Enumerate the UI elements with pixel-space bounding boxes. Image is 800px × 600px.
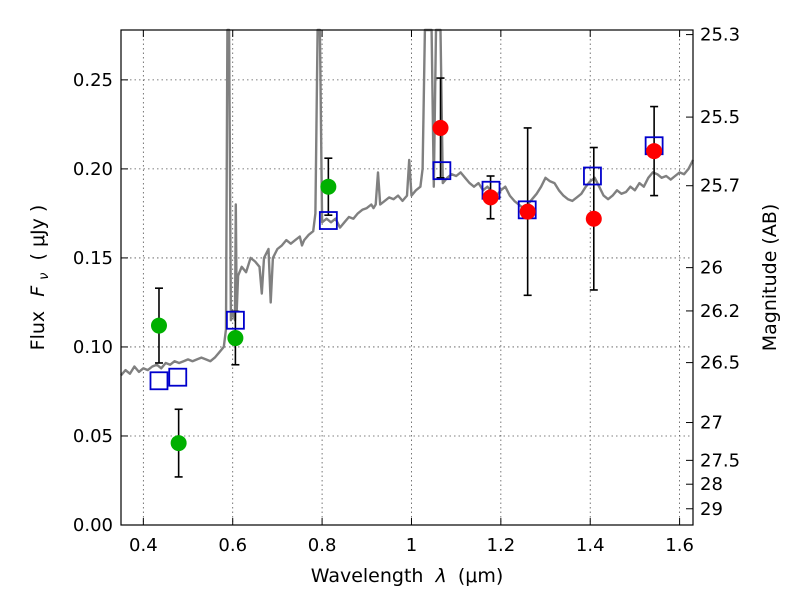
observed-point (432, 119, 449, 136)
plot-frame (120, 29, 694, 526)
tick-layer: 0.4 0.6 0.8 1 1.2 1.4 1.6 0.00 0.05 0.10 0.15 0.20 0… (73, 25, 740, 556)
x-tick-label: 0.8 (308, 535, 337, 556)
model-photometry-square (149, 371, 169, 391)
observed-point (585, 210, 602, 227)
magnitude-tick-label: 25.3 (700, 25, 740, 46)
observed-point (519, 203, 536, 220)
observed-point (170, 435, 187, 452)
y-tick-label: 0.20 (73, 159, 113, 180)
x-tick-label: 1.4 (576, 535, 605, 556)
x-tick-label: 1.6 (665, 535, 694, 556)
y-tick-label: 0.05 (73, 426, 113, 447)
observed-point-layer (150, 119, 663, 452)
y-axis-label-subscript: ν (37, 273, 52, 280)
x-axis-label-text: Wavelength (311, 565, 424, 587)
magnitude-tick-label: 27 (700, 413, 723, 434)
observed-point (150, 317, 167, 334)
grid-layer (121, 30, 693, 525)
observed-point (320, 178, 337, 195)
sed-model-line (120, 28, 695, 377)
y-axis-label: Flux F ν ( μJy ) (27, 205, 53, 351)
observed-point (646, 143, 663, 160)
model-photometry-square (225, 310, 245, 330)
model-photometry-square (318, 211, 338, 230)
magnitude-tick-label: 26 (700, 258, 723, 279)
y-axis-label-unit: ( μJy ) (27, 205, 49, 261)
magnitude-tick-label: 27.5 (700, 450, 740, 471)
x-axis-label-symbol: λ (435, 565, 447, 587)
y-axis-label-text: Flux (27, 311, 49, 351)
x-axis-label: Wavelength λ (μm) (311, 565, 503, 587)
model-photometry-square (432, 161, 452, 181)
x-tick-label: 0.6 (218, 535, 247, 556)
y-tick-label: 0.15 (73, 248, 113, 269)
model-photometry-square (583, 166, 602, 186)
x-axis-label-unit: (μm) (458, 565, 503, 587)
magnitude-tick-label: 25.5 (700, 107, 740, 128)
model-photometry-square (168, 367, 188, 387)
y-tick-label: 0.00 (73, 515, 113, 536)
magnitude-tick-label: 28 (700, 474, 723, 495)
magnitude-axis-label: Magnitude (AB) (759, 204, 781, 352)
sed-line-layer (120, 28, 695, 377)
observed-point (227, 330, 244, 347)
y-tick-label: 0.10 (73, 337, 113, 358)
x-tick-label: 0.4 (129, 535, 158, 556)
observed-point (482, 189, 499, 206)
y-axis-label-symbol: F (27, 285, 49, 297)
magnitude-tick-label: 26.5 (700, 353, 740, 374)
magnitude-tick-label: 25.7 (700, 176, 740, 197)
y-tick-label: 0.25 (73, 70, 113, 91)
magnitude-tick-label: 26.2 (700, 301, 740, 322)
x-tick-label: 1 (406, 535, 417, 556)
x-tick-label: 1.2 (487, 535, 516, 556)
magnitude-tick-label: 29 (700, 499, 723, 520)
